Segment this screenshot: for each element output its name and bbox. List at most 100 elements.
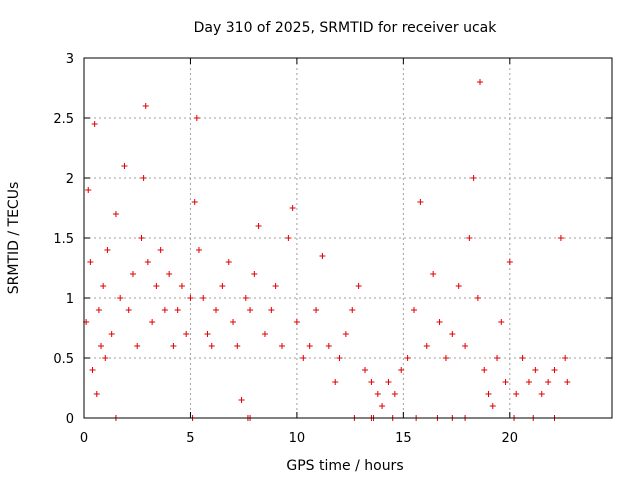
data-point: [230, 319, 237, 325]
data-point: [289, 205, 296, 211]
data-point: [449, 331, 456, 337]
x-tick-label: 0: [80, 431, 88, 446]
data-point: [494, 355, 501, 361]
data-point: [332, 379, 339, 385]
y-tick-label: 2.5: [53, 112, 74, 127]
x-tick-label: 20: [502, 431, 519, 446]
data-point: [166, 271, 173, 277]
data-point: [121, 163, 128, 169]
plot-frame: [83, 57, 613, 419]
data-point: [195, 247, 202, 253]
data-point: [129, 271, 136, 277]
x-tick-label: 15: [395, 431, 412, 446]
data-point: [498, 319, 505, 325]
data-point: [319, 253, 326, 259]
data-point: [404, 355, 411, 361]
data-point: [485, 391, 492, 397]
data-point: [157, 247, 164, 253]
data-point: [336, 355, 343, 361]
grid-lines: [84, 58, 612, 418]
data-point: [506, 259, 513, 265]
data-point: [489, 403, 496, 409]
data-point: [125, 307, 132, 313]
y-axis-label: SRMTID / TECUs: [6, 182, 22, 295]
data-point: [538, 391, 545, 397]
data-point: [238, 397, 245, 403]
data-point: [187, 295, 194, 301]
data-point: [161, 307, 168, 313]
x-axis-label: GPS time / hours: [286, 458, 403, 474]
data-point: [306, 343, 313, 349]
data-point: [140, 175, 147, 181]
data-point: [219, 283, 226, 289]
data-point: [477, 79, 483, 85]
data-point: [242, 295, 249, 301]
data-point: [89, 367, 96, 373]
data-point: [272, 283, 279, 289]
data-point: [247, 307, 254, 313]
data-point: [208, 343, 215, 349]
y-tick-label: 3: [66, 52, 74, 67]
data-point: [112, 211, 119, 217]
data-point: [178, 283, 185, 289]
data-point: [462, 343, 469, 349]
data-point: [525, 379, 532, 385]
data-point: [261, 331, 268, 337]
data-point: [551, 367, 558, 373]
data-point: [417, 199, 424, 205]
data-point: [104, 247, 111, 253]
data-point: [557, 235, 564, 241]
data-point: [474, 295, 481, 301]
y-tick-label: 1: [66, 292, 74, 307]
data-point: [300, 355, 307, 361]
data-point: [385, 379, 392, 385]
data-point: [313, 307, 320, 313]
data-points: [83, 79, 571, 421]
data-point: [102, 355, 109, 361]
data-point: [355, 283, 362, 289]
data-point: [293, 319, 300, 325]
chart-title: Day 310 of 2025, SRMTID for receiver uca…: [194, 20, 498, 36]
data-point: [442, 355, 449, 361]
data-point: [379, 403, 386, 409]
data-point: [374, 391, 381, 397]
data-point: [174, 307, 181, 313]
data-point: [93, 391, 100, 397]
data-point: [117, 295, 124, 301]
x-tick-label: 5: [186, 431, 194, 446]
data-point: [268, 307, 275, 313]
data-point: [204, 331, 211, 337]
data-point: [398, 367, 405, 373]
data-point: [519, 355, 526, 361]
data-point: [362, 367, 369, 373]
data-point: [562, 355, 569, 361]
data-point: [225, 259, 232, 265]
data-point: [193, 115, 200, 121]
data-point: [466, 235, 473, 241]
axis-ticks: 0 0.5 1 1.5 2 2.5 3 0 5 10 15 20: [53, 52, 612, 446]
y-tick-label: 0: [66, 412, 74, 427]
data-point: [153, 283, 160, 289]
data-point: [470, 175, 477, 181]
data-point: [368, 379, 375, 385]
y-tick-label: 0.5: [53, 352, 74, 367]
data-point: [142, 103, 149, 109]
data-point: [91, 121, 98, 127]
data-point: [436, 319, 443, 325]
data-point: [411, 307, 417, 313]
data-point: [455, 283, 462, 289]
data-point: [87, 259, 94, 265]
data-point: [95, 307, 102, 313]
data-point: [349, 307, 356, 313]
data-point: [342, 331, 349, 337]
data-point: [138, 235, 145, 241]
data-point: [325, 343, 332, 349]
y-tick-label: 1.5: [53, 232, 74, 247]
data-point: [391, 391, 398, 397]
data-point: [513, 391, 520, 397]
data-point: [285, 235, 292, 241]
data-point: [430, 271, 437, 277]
data-point: [255, 223, 262, 229]
data-point: [98, 343, 105, 349]
